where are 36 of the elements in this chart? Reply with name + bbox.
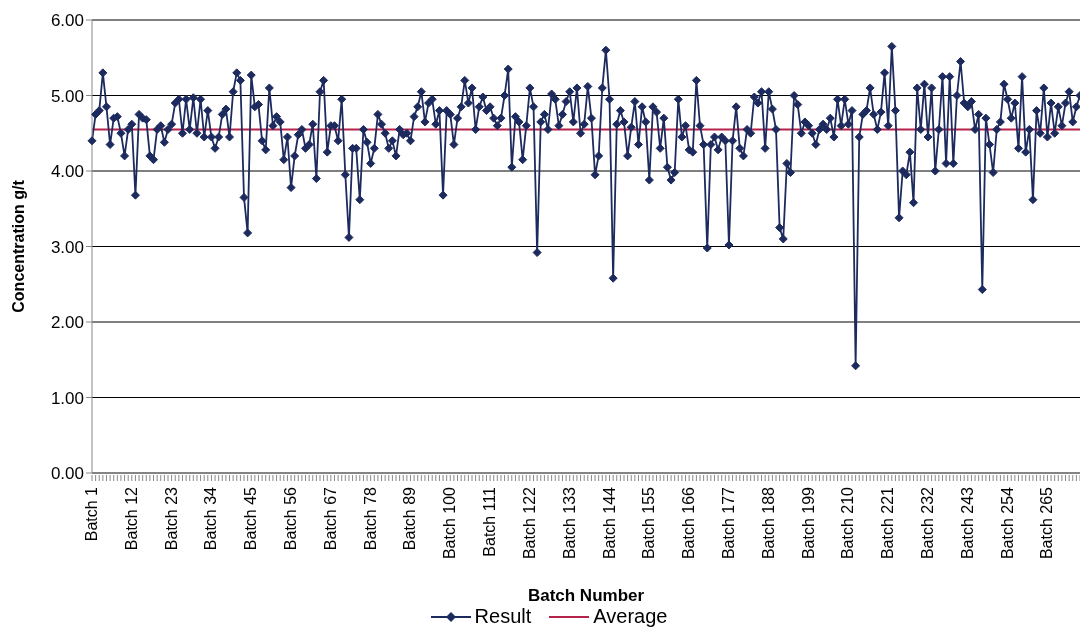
x-tick-label: Batch 12 — [122, 486, 140, 551]
x-tick-label: Batch 243 — [958, 486, 976, 560]
x-axis-title: Batch Number — [527, 586, 645, 605]
legend-label: Average — [592, 605, 668, 628]
x-tick-label: Batch 100 — [441, 486, 459, 560]
x-tick-label: Batch 111 — [481, 486, 499, 557]
x-tick-label: Batch 67 — [321, 486, 339, 551]
x-tick-label: Batch 78 — [361, 486, 379, 551]
x-tick-label: Batch 265 — [1038, 486, 1056, 560]
x-tick-label: Batch 199 — [799, 486, 817, 560]
x-tick-label: Batch 188 — [759, 486, 777, 560]
y-tick-label: 6.00 — [50, 11, 84, 31]
y-axis-title: Concentration g/t — [9, 179, 27, 313]
x-tick-label: Batch 254 — [998, 486, 1016, 560]
y-tick-label: 2.00 — [50, 313, 84, 333]
x-tick-label: Batch 34 — [202, 486, 220, 551]
x-tick-label: Batch 166 — [680, 486, 698, 560]
x-tick-label: Batch 210 — [839, 486, 857, 560]
y-tick-label: 0.00 — [50, 464, 84, 484]
x-tick-label: Batch 144 — [600, 486, 618, 560]
x-tick-label: Batch 1 — [83, 486, 100, 542]
x-tick-label: Batch 23 — [162, 486, 180, 551]
y-tick-label: 4.00 — [50, 162, 84, 182]
x-tick-label: Batch 56 — [282, 486, 300, 551]
x-tick-label: Batch 155 — [640, 486, 658, 560]
x-tick-label: Batch 122 — [520, 486, 538, 560]
legend-label: Result — [473, 605, 532, 628]
y-tick-label: 5.00 — [50, 86, 84, 106]
x-tick-label: Batch 221 — [879, 486, 897, 560]
x-tick-label: Batch 177 — [719, 486, 737, 560]
x-tick-label: Batch 232 — [919, 486, 936, 560]
x-tick-label: Batch 89 — [401, 486, 419, 551]
y-tick-label: 3.00 — [50, 237, 84, 257]
x-tick-label: Batch 133 — [560, 486, 578, 560]
x-tick-label: Batch 45 — [242, 486, 260, 551]
y-tick-label: 1.00 — [50, 388, 84, 408]
